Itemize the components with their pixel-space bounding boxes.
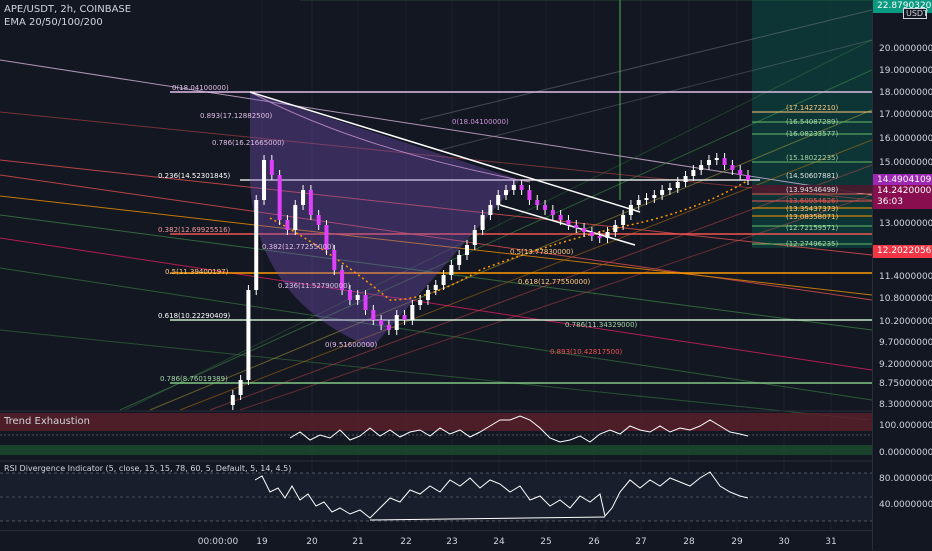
price-label: 20.00000000 (879, 44, 932, 54)
fib-label: 0.893(17.12882500) (200, 112, 273, 120)
fib-label: 0(18.04100000) (172, 84, 229, 92)
time-label: 24 (493, 537, 505, 547)
price-badge: 14.49041099 (873, 174, 932, 187)
time-label: 27 (635, 537, 647, 547)
price-label: 16.00000000 (879, 134, 932, 144)
fib-label: 0.5(13.77830000) (510, 248, 574, 256)
countdown-badge: 36:03 (873, 196, 932, 209)
fib-label: (14.50607881) (786, 172, 838, 180)
fib-label: (16.08233577) (786, 130, 838, 138)
price-badge: 12.20220566 (873, 245, 932, 258)
indicator-axis-label: 80.00000000 (879, 474, 932, 484)
chart-legend: APE/USDT, 2h, COINBASE EMA 20/50/100/200 (4, 3, 131, 29)
fib-label: 0.786(16.21665000) (212, 139, 285, 147)
price-label: 8.75000000 (879, 379, 932, 389)
price-label: 10.20000000 (879, 317, 932, 327)
fib-label: 0(18.04100000) (452, 118, 509, 126)
fib-label: 0.618(10.22290409) (158, 312, 231, 320)
price-label: 9.70000000 (879, 338, 932, 348)
rsi-divergence-label[interactable]: RSI Divergence Indicator (5, close, 15, … (4, 464, 292, 473)
fib-label: 0.786(8.76019389) (160, 375, 228, 383)
time-axis[interactable]: 00:00:00 19 20 21 22 23 24 25 26 27 28 2… (0, 530, 872, 551)
trend-exhaustion-label[interactable]: Trend Exhaustion (4, 416, 90, 427)
time-label: 30 (778, 537, 790, 547)
price-label: 19.00000000 (879, 66, 932, 76)
price-axis[interactable]: 20.00000000 19.00000000 18.00000000 17.0… (872, 0, 932, 550)
price-label: 15.00000000 (879, 158, 932, 168)
price-label: 11.40000000 (879, 272, 932, 282)
fib-label: 0.236(14.52301845) (158, 172, 231, 180)
fib-label: 0.618(12.77550000) (518, 278, 591, 286)
time-label: 29 (731, 537, 743, 547)
fib-label: (17.14272210) (786, 104, 838, 112)
time-label: 00:00:00 (197, 537, 239, 547)
price-label: 9.20000000 (879, 360, 932, 370)
time-label: 31 (825, 537, 837, 547)
time-label: 26 (588, 537, 600, 547)
time-label: 19 (256, 537, 268, 547)
time-label: 23 (446, 537, 458, 547)
fib-label: (16.54087289) (786, 118, 838, 126)
time-label: 25 (540, 537, 552, 547)
fib-label: 0.382(12.69925516) (158, 226, 231, 234)
price-label: 10.80000000 (879, 294, 932, 304)
price-label: 18.00000000 (879, 88, 932, 98)
fib-label: (12.27496235) (786, 240, 838, 248)
time-label: 28 (683, 537, 695, 547)
ema-indicator-label[interactable]: EMA 20/50/100/200 (4, 17, 103, 28)
price-label: 13.00000000 (879, 219, 932, 229)
fib-label: 0.786(11.34329000) (565, 321, 638, 329)
symbol-title[interactable]: APE/USDT, 2h, COINBASE (4, 4, 132, 15)
time-label: 21 (352, 537, 364, 547)
fib-label: (13.94546498) (786, 186, 838, 194)
fib-label: 0.893(10.42817500) (550, 348, 623, 356)
fib-label: (13.08358071) (786, 213, 838, 221)
chart-canvas[interactable]: 0(18.04100000) 0.893(17.12882500) 0.786(… (0, 0, 872, 530)
price-label: 17.00000000 (879, 110, 932, 120)
indicator-axis-label: 40.00000000 (879, 500, 932, 510)
fib-label: 0.236(11.52790000) (278, 282, 351, 290)
fib-label: (13.35437373) (786, 205, 838, 213)
fib-label: 0.382(12.77255000) (262, 243, 335, 251)
fib-label: 0(9.51600000) (325, 341, 377, 349)
last-price-badge: 14.24200000 (873, 185, 932, 198)
indicator-axis-label: 0.00000000 (879, 448, 932, 458)
fib-label: (15.18022235) (786, 154, 838, 162)
price-label: 8.30000000 (879, 400, 932, 410)
currency-tag[interactable]: USDT (903, 8, 928, 19)
fib-label: 0.5(11.39400197) (165, 268, 229, 276)
indicator-axis-label: 100.00000000 (879, 421, 932, 431)
fib-label: (12.72159571) (786, 224, 838, 232)
time-label: 20 (306, 537, 318, 547)
fib-label: (13.60954626) (786, 197, 838, 205)
time-label: 22 (400, 537, 412, 547)
